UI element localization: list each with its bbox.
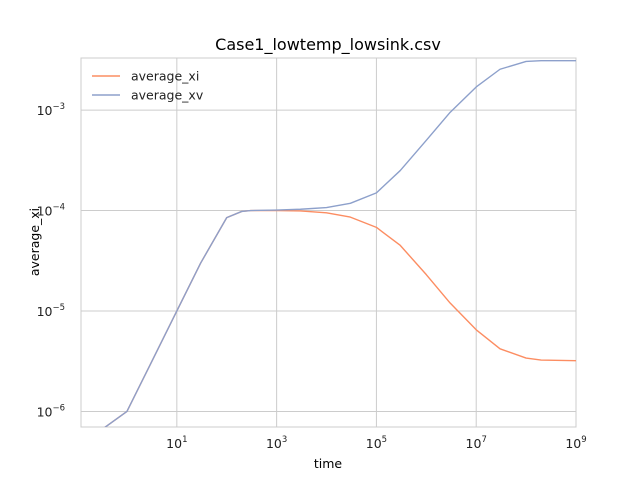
x-tick-label: 107 [466, 435, 487, 451]
y-tick-label: 10−4 [37, 203, 65, 219]
y-tick-label: 10−5 [37, 303, 65, 319]
ticks-layer: 101 103 105 107 109 10−6 10−5 10−4 10−3 [37, 102, 587, 451]
series-layer [104, 60, 576, 427]
legend-label-average-xv: average_xv [131, 88, 204, 103]
y-tick-label: 10−3 [37, 102, 65, 118]
x-tick-label: 101 [166, 435, 187, 451]
chart-title: Case1_lowtemp_lowsink.csv [215, 35, 441, 55]
x-tick-label: 109 [565, 435, 586, 451]
legend-label-average-xi: average_xi [131, 69, 199, 84]
x-axis-label: time [314, 456, 343, 471]
legend: average_xi average_xv [92, 69, 204, 103]
series-line-average-xv [104, 60, 576, 427]
y-tick-label: 10−6 [37, 403, 65, 419]
y-axis-label: average_xi [27, 208, 42, 276]
x-tick-label: 103 [266, 435, 287, 451]
x-tick-label: 105 [366, 435, 387, 451]
plot-area-frame [80, 57, 577, 428]
